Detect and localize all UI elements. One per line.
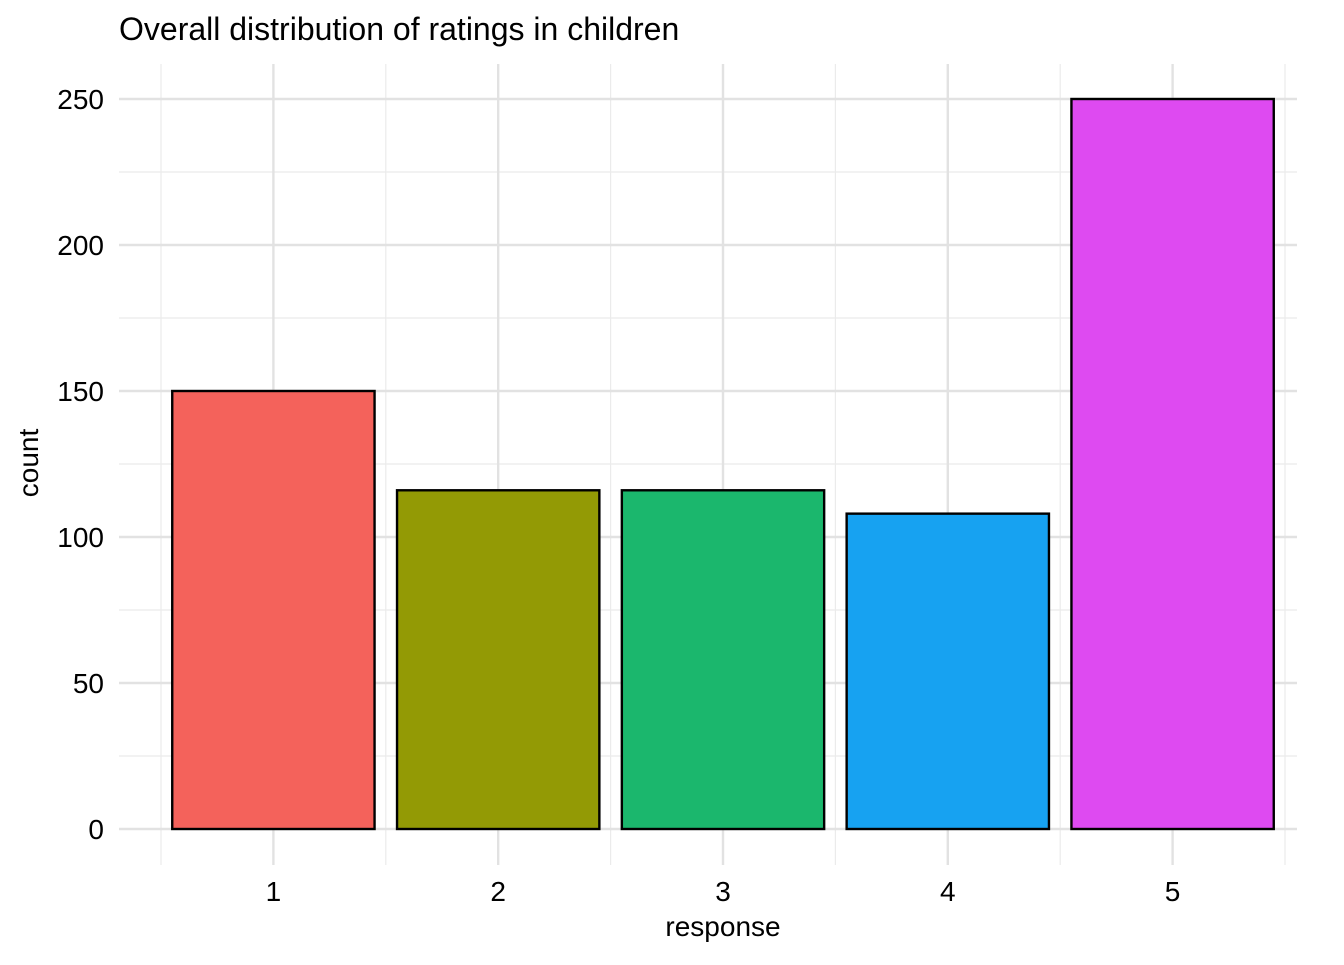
x-tick-label: 5 — [1165, 876, 1181, 907]
x-tick-label: 2 — [490, 876, 506, 907]
x-axis-ticks: 1 2 3 4 5 — [266, 876, 1181, 907]
chart-title: Overall distribution of ratings in child… — [119, 11, 680, 47]
y-axis-label: count — [13, 428, 44, 498]
x-axis-label: response — [665, 911, 781, 942]
y-tick-label: 0 — [88, 814, 104, 845]
bar-response-5 — [1070, 97, 1275, 831]
bar-response-2 — [395, 489, 601, 831]
bar-response-3 — [620, 489, 826, 831]
y-tick-label: 100 — [57, 522, 104, 553]
y-tick-label: 50 — [73, 668, 104, 699]
y-axis-ticks: 0 50 100 150 200 250 — [57, 84, 104, 845]
bar-response-1 — [171, 389, 376, 831]
bar-layer — [171, 97, 1275, 831]
x-tick-label: 1 — [266, 876, 282, 907]
bar-response-4 — [845, 512, 1051, 831]
x-tick-label: 4 — [940, 876, 956, 907]
y-tick-label: 250 — [57, 84, 104, 115]
x-tick-label: 3 — [715, 876, 731, 907]
y-tick-label: 200 — [57, 230, 104, 261]
y-tick-label: 150 — [57, 376, 104, 407]
